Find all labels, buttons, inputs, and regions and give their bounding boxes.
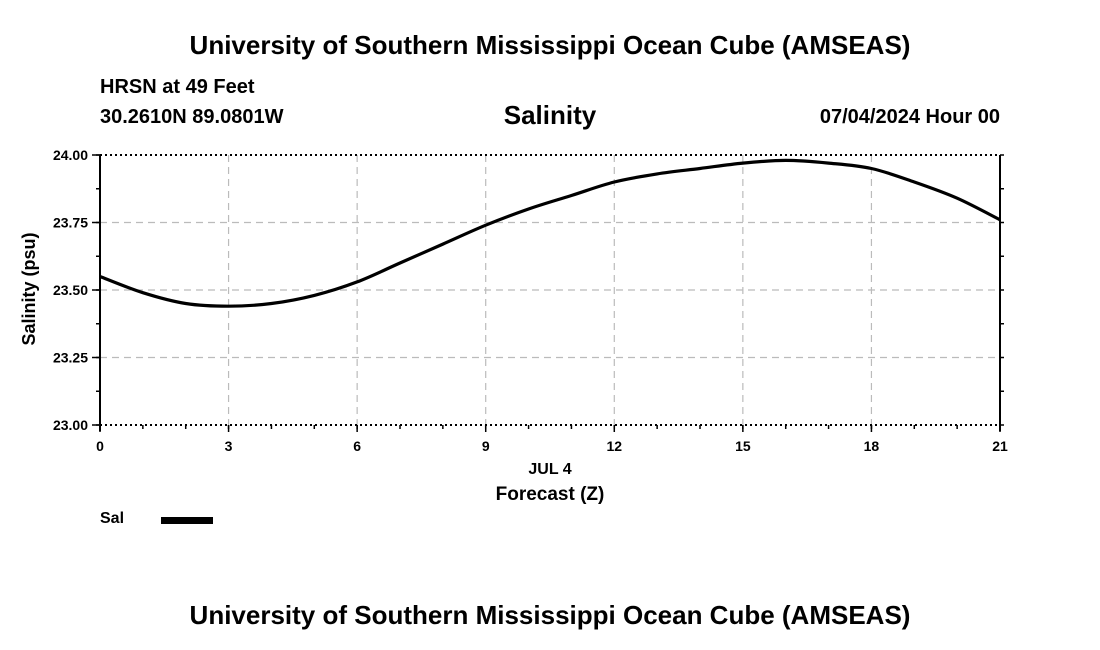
- x-tick-label: 15: [735, 438, 751, 454]
- legend-swatch-sal: [161, 517, 213, 524]
- grid-lines: [100, 155, 1000, 425]
- station-name: HRSN at 49 Feet: [100, 76, 255, 98]
- data-series: [99, 158, 1001, 308]
- axes: [92, 154, 1004, 432]
- x-tick-label: 12: [606, 438, 622, 454]
- station-coordinates: 30.2610N 89.0801W: [100, 106, 284, 128]
- x-tick-label: 0: [96, 438, 104, 454]
- x-tick-label: 6: [353, 438, 361, 454]
- footer-title: University of Southern Mississippi Ocean…: [189, 600, 911, 630]
- x-axis-label: Forecast (Z): [496, 484, 605, 505]
- series-line-sal: [99, 158, 1001, 308]
- y-tick-label: 23.25: [53, 350, 88, 366]
- forecast-datetime: 07/04/2024 Hour 00: [819, 106, 1000, 128]
- x-tick-label: 18: [864, 438, 880, 454]
- x-tick-label: 21: [992, 438, 1008, 454]
- x-tick-label: 3: [225, 438, 233, 454]
- y-tick-label: 23.00: [53, 417, 88, 433]
- x-axis-date-label: JUL 4: [528, 461, 571, 478]
- x-tick-label: 9: [482, 438, 490, 454]
- y-tick-label: 24.00: [53, 147, 88, 163]
- y-tick-label: 23.75: [53, 215, 88, 231]
- chart-title: Salinity: [503, 100, 597, 130]
- y-tick-label: 23.50: [53, 282, 88, 298]
- chart-main-title: University of Southern Mississippi Ocean…: [189, 30, 911, 60]
- tick-labels: 23.00 23.25 23.50 23.75 24.00 0 3 6 9 12 15 18 21: [53, 147, 1008, 454]
- legend-label: Sal: [100, 510, 125, 527]
- y-axis-label: Salinity (psu): [19, 232, 39, 345]
